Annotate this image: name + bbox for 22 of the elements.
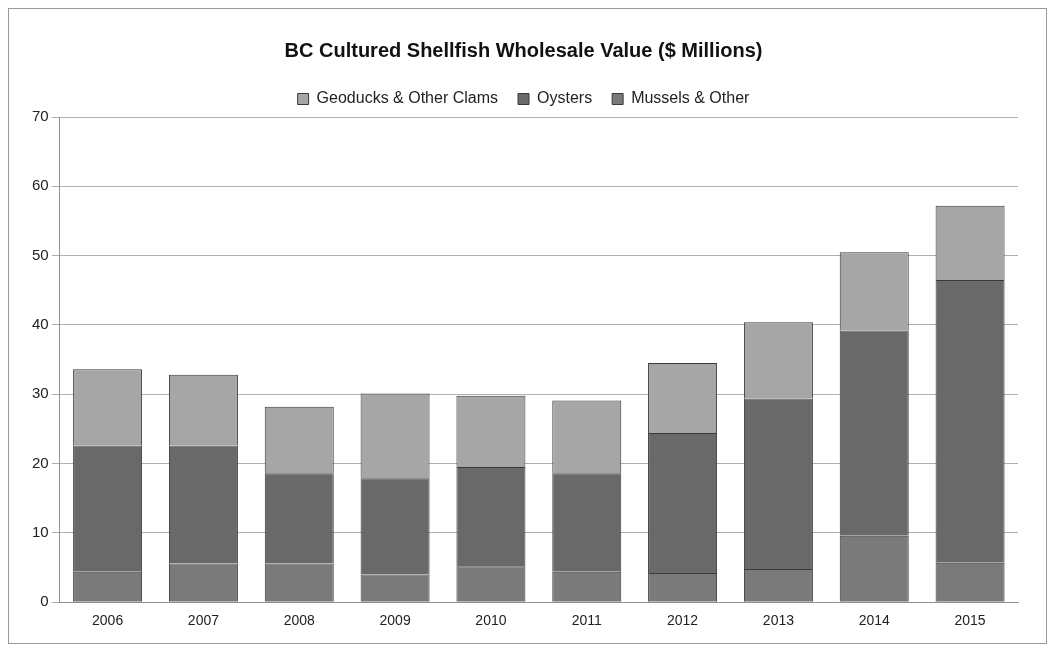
y-tick-label: 10 xyxy=(32,523,49,541)
chart-title: BC Cultured Shellfish Wholesale Value ($ Millions) xyxy=(284,38,763,61)
y-tick-label: 60 xyxy=(32,176,49,194)
x-tick-label: 2010 xyxy=(475,612,507,629)
x-tick-label: 2015 xyxy=(954,612,986,629)
y-tick-label: 30 xyxy=(32,384,49,402)
x-tick-label: 2014 xyxy=(858,612,891,629)
y-tick-label: 50 xyxy=(32,245,49,263)
x-tick-label: 2009 xyxy=(379,612,411,629)
x-tick-label: 2007 xyxy=(187,612,220,629)
legend-label: Mussels & Other xyxy=(631,89,751,107)
legend-label: Geoducks & Other Clams xyxy=(316,89,499,107)
x-tick-label: 2013 xyxy=(762,612,795,629)
x-tick-label: 2012 xyxy=(667,612,699,629)
y-tick-label: 40 xyxy=(32,315,49,333)
y-tick-label: 70 xyxy=(32,107,49,125)
x-tick-label: 2006 xyxy=(92,612,124,629)
x-tick-label: 2008 xyxy=(283,612,316,629)
y-tick-label: 0 xyxy=(40,592,49,610)
legend-label: Oysters xyxy=(537,89,593,107)
y-tick-label: 20 xyxy=(32,453,49,471)
x-tick-label: 2011 xyxy=(571,612,603,629)
